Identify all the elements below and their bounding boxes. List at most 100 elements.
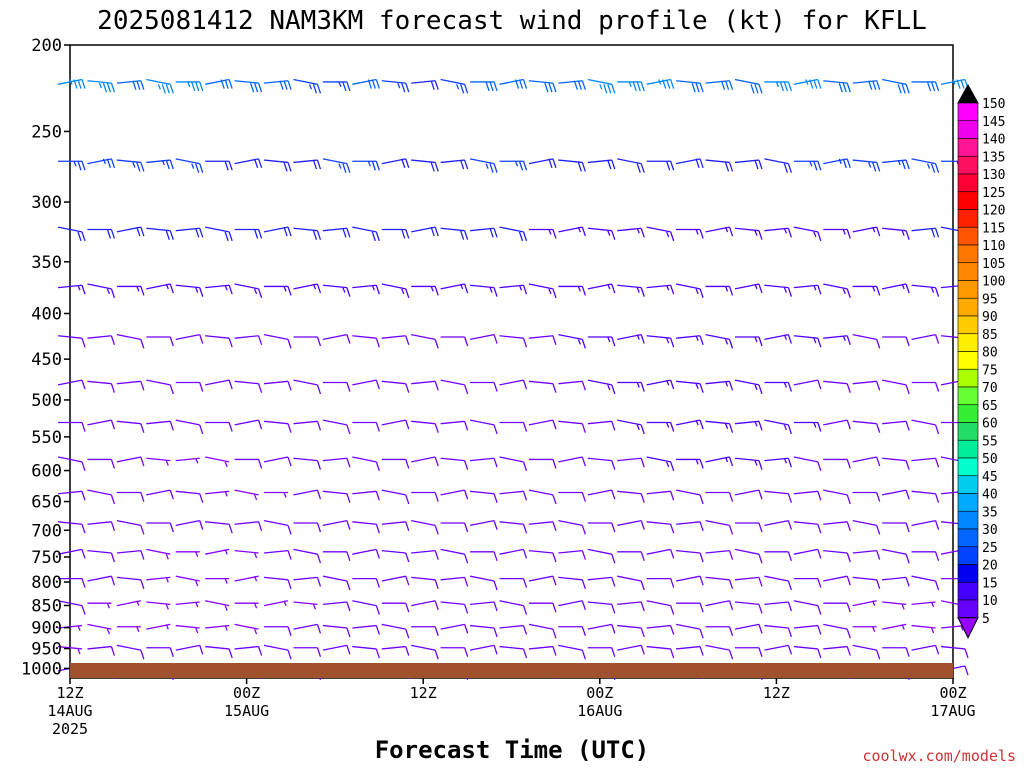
barb-half-feather [577,339,581,345]
barb-feather [224,79,229,89]
barb-feather [787,627,793,638]
barb-feather [934,163,940,173]
barb-feather [228,337,233,348]
barb-staff [852,380,877,385]
barb-staff [734,227,760,232]
barb-feather [106,158,112,169]
barb-staff [57,379,83,386]
wind-barb [705,600,734,611]
barb-feather [817,578,822,588]
wind-barb [293,623,322,634]
barb-feather [522,524,528,534]
colorbar-swatch [957,297,979,317]
barb-staff [57,600,83,607]
barb-feather [140,339,145,349]
wind-barb [411,80,439,90]
barb-feather [728,381,734,391]
wind-barb [499,379,528,390]
barb-half-feather [783,228,788,234]
wind-barb [734,601,763,614]
wind-barb [617,601,645,612]
barb-feather [346,163,351,173]
barb-staff [734,601,760,606]
barb-half-feather [872,226,876,233]
barb-feather [257,383,263,393]
barb-feather [670,422,675,432]
barb-feather [464,553,469,564]
wind-barb [705,380,734,391]
barb-feather [316,460,322,470]
barb-feather [110,383,116,393]
barb-half-feather [338,81,342,88]
wind-barb [528,489,557,505]
wind-barb [440,522,469,533]
wind-barb [116,576,145,589]
barb-staff [146,489,171,496]
barb-staff [617,601,642,606]
barb-half-feather [838,158,842,165]
colorbar-swatch [957,404,979,423]
wind-barb [116,80,145,90]
colorbar-label: 65 [982,399,998,414]
wind-barb [587,601,616,614]
barb-half-feather [195,457,199,464]
wind-barb [57,600,86,615]
wind-barb [234,521,263,532]
barb-half-feather [224,549,228,555]
barb-half-feather [872,286,876,292]
wind-barb [528,228,557,239]
barb-feather [405,335,410,345]
wind-barb [263,456,292,467]
barb-half-feather [724,226,729,233]
barb-staff [352,456,377,463]
barb-feather [253,229,259,239]
barb-staff [705,333,730,341]
barb-staff [705,519,730,527]
wind-barb [793,226,822,242]
barb-feather [493,334,498,344]
barb-staff [440,623,465,630]
barb-feather [169,230,174,240]
wind-barb [528,380,557,393]
barb-feather [728,226,734,237]
barb-feather [140,80,145,90]
wind-barb [440,647,469,657]
barb-feather [905,283,910,294]
barb-half-feather [401,288,405,295]
barb-staff [440,420,465,425]
barb-feather [876,492,881,502]
barb-half-feather [102,158,107,165]
wind-barb [116,226,145,237]
barb-feather [169,384,174,395]
barb-staff [911,284,936,289]
barb-staff [823,623,848,630]
barb-feather [287,226,292,237]
wind-barb [146,283,174,294]
wind-barb [205,421,233,432]
barb-feather [405,419,410,430]
barb-feather [758,553,763,564]
barb-half-feather [460,283,464,290]
wind-barb [116,333,145,349]
barb-staff [440,576,465,581]
barb-staff [263,519,289,527]
barb-feather [464,577,469,587]
barb-feather [758,336,763,347]
x-tick-label: 12Z [410,684,437,702]
wind-barb [469,419,498,435]
barb-feather [405,158,410,169]
barb-staff [87,380,112,385]
wind-barb [911,419,940,435]
barb-feather [81,161,86,171]
barb-feather [405,459,410,469]
colorbar-swatch [957,475,979,494]
barb-feather [611,460,616,470]
wind-barb [675,158,704,169]
barb-feather [787,334,793,344]
wind-barb [646,456,675,472]
barb-staff [823,80,848,84]
wind-barb [705,644,734,660]
barb-feather [195,81,200,92]
barb-feather [787,81,793,92]
wind-barb [940,624,966,631]
